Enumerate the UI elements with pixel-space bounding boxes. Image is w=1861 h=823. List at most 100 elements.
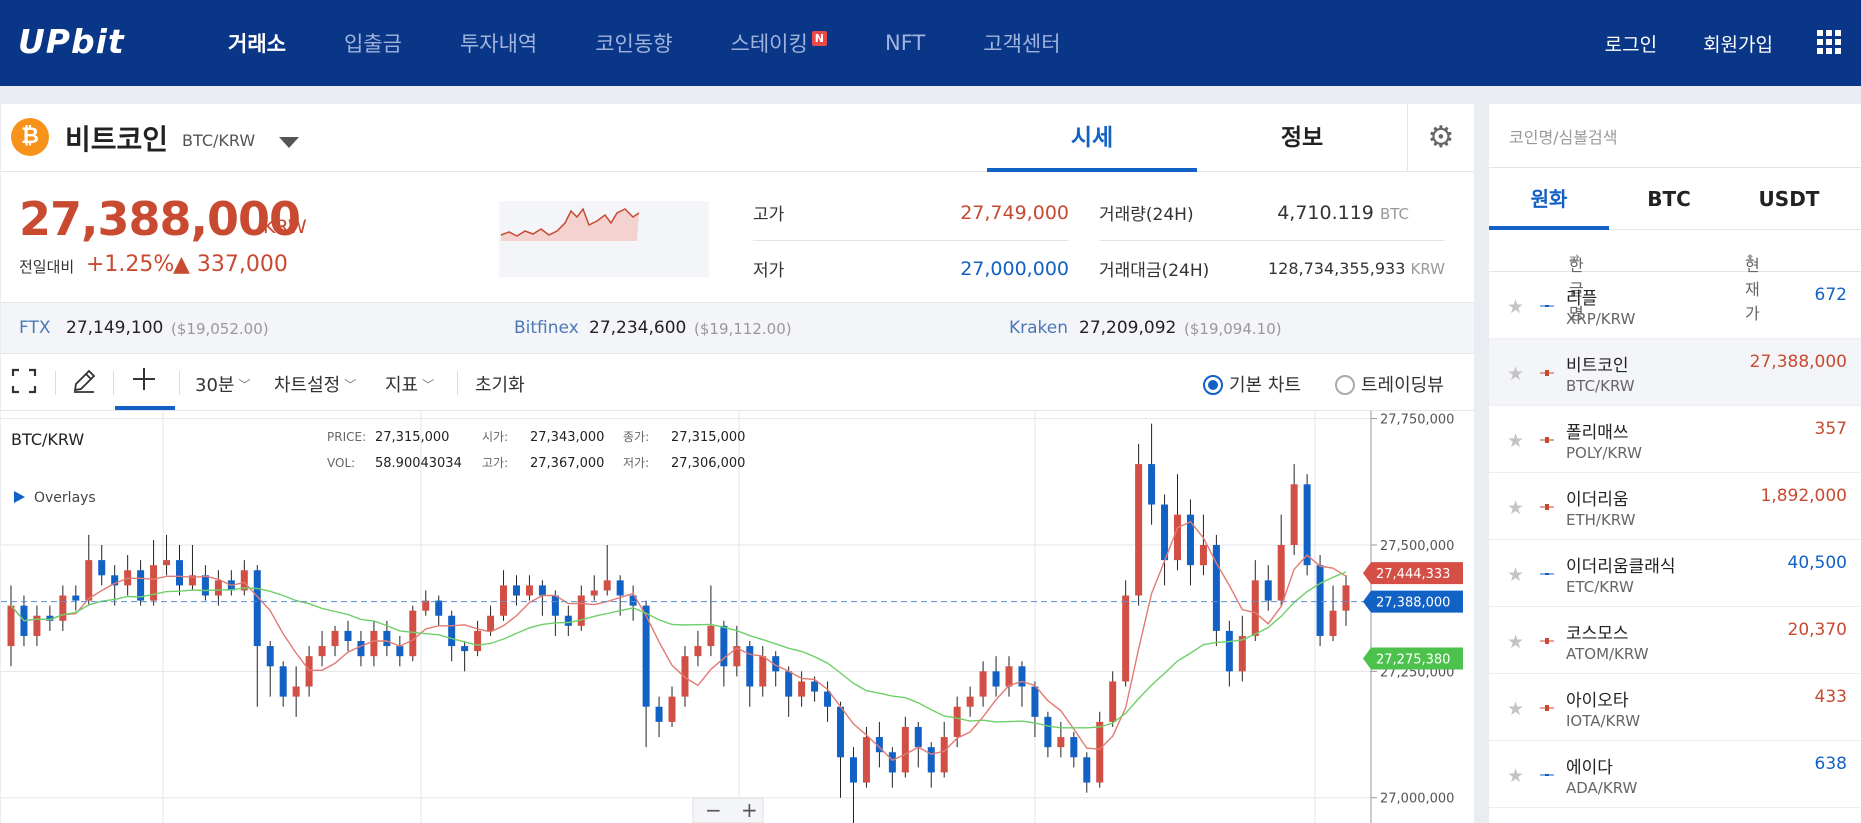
- candle: [694, 646, 702, 657]
- column-name-label: 한글명: [1569, 256, 1584, 323]
- coin-row[interactable]: ★ 아이오타 IOTA/KRW 433: [1489, 674, 1861, 741]
- fullscreen-icon[interactable]: [11, 368, 37, 399]
- coin-name: 비트코인: [65, 123, 169, 156]
- candle: [720, 625, 728, 667]
- candle: [487, 615, 495, 631]
- info-value: 27,315,000: [671, 430, 745, 445]
- upbit-logo[interactable]: UPbit: [18, 22, 125, 61]
- candle: [629, 595, 637, 606]
- nav-staking[interactable]: 스테이킹 N: [730, 28, 827, 58]
- chart-settings-label: 차트설정: [274, 375, 341, 396]
- main-panel: ₿ 비트코인 BTC/KRW 시세 정보 ⚙ 27,388,000 KRW 전일…: [1, 104, 1474, 823]
- candle: [331, 630, 339, 647]
- coin-pair: IOTA/KRW: [1566, 712, 1641, 730]
- chart-toolbar: 30분 ﹀ 차트설정 ﹀ 지표 ﹀ 초기화 기본 차트 트레이딩뷰: [1, 354, 1474, 411]
- trade-amount-value: 128,734,355,933 KRW: [1225, 259, 1445, 278]
- radio-selected-icon: [1203, 375, 1223, 395]
- candle: [914, 726, 922, 748]
- coin-row[interactable]: ★ 이더리움 ETH/KRW 1,892,000: [1489, 473, 1861, 540]
- candle: [59, 595, 67, 621]
- coin-row[interactable]: ★ 리플 XRP/KRW 672: [1489, 272, 1861, 339]
- favorite-star-icon[interactable]: ★: [1507, 631, 1525, 653]
- tab-usdt[interactable]: USDT: [1758, 187, 1820, 211]
- tradingview-radio[interactable]: 트레이딩뷰: [1335, 371, 1444, 397]
- candle: [785, 671, 793, 697]
- mini-candle-icon: [1540, 504, 1554, 510]
- overlays-label: Overlays: [34, 490, 96, 506]
- favorite-star-icon[interactable]: ★: [1507, 296, 1525, 318]
- candle: [811, 681, 819, 692]
- zoom-out-icon[interactable]: −: [705, 798, 722, 822]
- coin-row[interactable]: ★ 이더리움클래식 ETC/KRW 40,500: [1489, 540, 1861, 607]
- coin-name: 코스모스: [1566, 624, 1629, 644]
- nav-coin-trends[interactable]: 코인동향: [595, 32, 673, 56]
- favorite-star-icon[interactable]: ★: [1507, 363, 1525, 385]
- column-price-label: 현재가: [1745, 256, 1760, 323]
- info-label: 종가:: [623, 430, 649, 444]
- indicator-label: 지표: [385, 375, 419, 396]
- nav-staking-label: 스테이킹: [730, 32, 808, 56]
- divider: [1099, 240, 1445, 241]
- candle: [798, 681, 806, 697]
- coin-row[interactable]: ★ 비트코인 BTC/KRW 27,388,000: [1489, 339, 1861, 406]
- tab-price[interactable]: 시세: [987, 104, 1197, 172]
- tab-krw[interactable]: 원화: [1489, 168, 1609, 230]
- candle: [1316, 565, 1324, 636]
- candle: [953, 706, 961, 738]
- favorite-star-icon[interactable]: ★: [1507, 698, 1525, 720]
- candle: [396, 646, 404, 657]
- interval-select[interactable]: 30분 ﹀: [195, 371, 250, 397]
- basic-chart-radio[interactable]: 기본 차트: [1203, 371, 1301, 397]
- candle: [422, 600, 430, 611]
- candle: [1212, 544, 1220, 631]
- candlestick-chart[interactable]: 27,750,00027,500,00027,250,00027,000,000…: [1, 411, 1474, 823]
- exchange-name: FTX: [19, 318, 51, 338]
- coin-row[interactable]: ★ 에이다 ADA/KRW 638: [1489, 741, 1861, 808]
- coin-pair: POLY/KRW: [1566, 444, 1642, 462]
- candle: [370, 630, 378, 657]
- nav-deposit[interactable]: 입출금: [343, 32, 402, 56]
- chart-background: [1, 411, 1474, 823]
- coin-dropdown-chevron-down-icon[interactable]: [279, 137, 299, 148]
- chart-settings-button[interactable]: 차트설정 ﹀: [274, 371, 356, 397]
- candle: [72, 595, 80, 601]
- info-value: 58.90043034: [375, 456, 462, 471]
- candle: [875, 737, 883, 753]
- candle: [862, 737, 870, 783]
- reset-button[interactable]: 초기화: [475, 375, 525, 396]
- indicator-button[interactable]: 지표 ﹀: [385, 371, 434, 397]
- favorite-star-icon[interactable]: ★: [1507, 430, 1525, 452]
- favorite-star-icon[interactable]: ★: [1507, 497, 1525, 519]
- favorite-star-icon[interactable]: ★: [1507, 765, 1525, 787]
- mini-candle-icon: [1540, 370, 1554, 376]
- nav-investments[interactable]: 투자내역: [459, 32, 538, 56]
- coin-pair: BTC/KRW: [1566, 377, 1635, 395]
- info-value: 27,343,000: [530, 430, 604, 445]
- gear-icon[interactable]: ⚙: [1407, 104, 1474, 172]
- candle: [564, 615, 572, 626]
- nav-exchange[interactable]: 거래소: [228, 32, 286, 56]
- candle: [305, 656, 313, 687]
- favorite-star-icon[interactable]: ★: [1507, 564, 1525, 586]
- coin-name: 리플: [1566, 289, 1598, 309]
- nav-nft[interactable]: NFT: [885, 31, 926, 55]
- candle: [1057, 737, 1065, 748]
- tab-btc[interactable]: BTC: [1647, 187, 1691, 211]
- coin-search-input[interactable]: 코인명/심볼검색: [1489, 104, 1861, 168]
- crosshair-icon[interactable]: [131, 366, 157, 397]
- login-link[interactable]: 로그인: [1604, 33, 1658, 56]
- coin-list-sidebar: 코인명/심볼검색 원화 BTC USDT 한글명 ⇄ 현재가 ⬍ ★ 리플 XRP/…: [1489, 104, 1861, 823]
- coin-name: 이더리움클래식: [1566, 557, 1676, 577]
- coin-row[interactable]: ★ 코스모스 ATOM/KRW 20,370: [1489, 607, 1861, 674]
- nav-support[interactable]: 고객센터: [983, 32, 1061, 56]
- tab-info[interactable]: 정보: [1280, 125, 1324, 151]
- coin-pair: ATOM/KRW: [1566, 645, 1649, 663]
- signup-link[interactable]: 회원가입: [1703, 33, 1773, 56]
- info-label: PRICE:: [327, 430, 366, 444]
- zoom-in-icon[interactable]: +: [741, 798, 758, 822]
- pencil-icon[interactable]: [71, 368, 97, 399]
- apps-grid-icon[interactable]: [1817, 30, 1841, 54]
- price-marker: [1363, 647, 1463, 670]
- coin-row[interactable]: ★ 폴리매쓰 POLY/KRW 357: [1489, 406, 1861, 473]
- candle: [474, 630, 482, 652]
